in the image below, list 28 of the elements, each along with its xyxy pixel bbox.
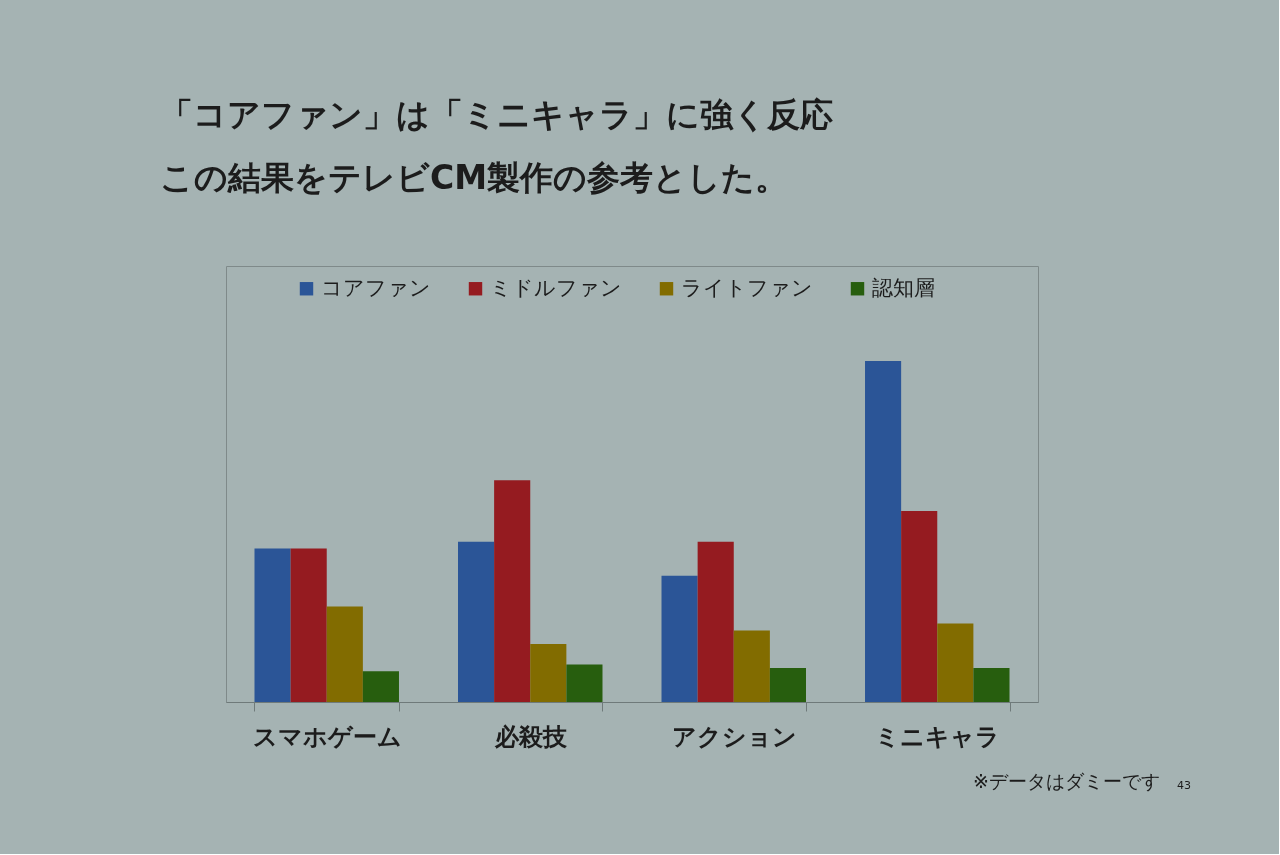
bar xyxy=(697,541,734,702)
bar xyxy=(937,623,974,702)
bar xyxy=(661,575,698,702)
x-tick-label: ミニキャラ xyxy=(875,722,1001,751)
bar xyxy=(254,548,291,702)
chart-subtitle: この結果をテレビCM製作の参考とした。 xyxy=(160,158,789,197)
legend-label: コアファン xyxy=(321,275,431,300)
bar xyxy=(865,361,902,702)
legend-label: ライトファン xyxy=(681,275,813,300)
bar xyxy=(362,671,399,702)
bar xyxy=(494,480,531,702)
bar xyxy=(290,548,327,702)
text: 43 xyxy=(1177,779,1191,792)
bar xyxy=(769,667,806,702)
bar xyxy=(733,630,770,702)
bar xyxy=(901,511,938,702)
chart-title: 「コアファン」は「ミニキャラ」に強く反応 xyxy=(160,95,833,134)
x-tick-label: アクション xyxy=(671,722,797,751)
x-tick-label: スマホゲーム xyxy=(252,722,402,751)
legend-label: ミドルファン xyxy=(490,275,622,300)
text: ※データはダミーです xyxy=(973,770,1160,792)
bar xyxy=(566,664,603,702)
bar xyxy=(326,606,363,702)
bar xyxy=(458,541,495,702)
bar xyxy=(973,667,1010,702)
legend-label: 認知層 xyxy=(872,275,935,300)
x-tick-label: 必殺技 xyxy=(493,722,568,751)
bar xyxy=(530,644,567,702)
